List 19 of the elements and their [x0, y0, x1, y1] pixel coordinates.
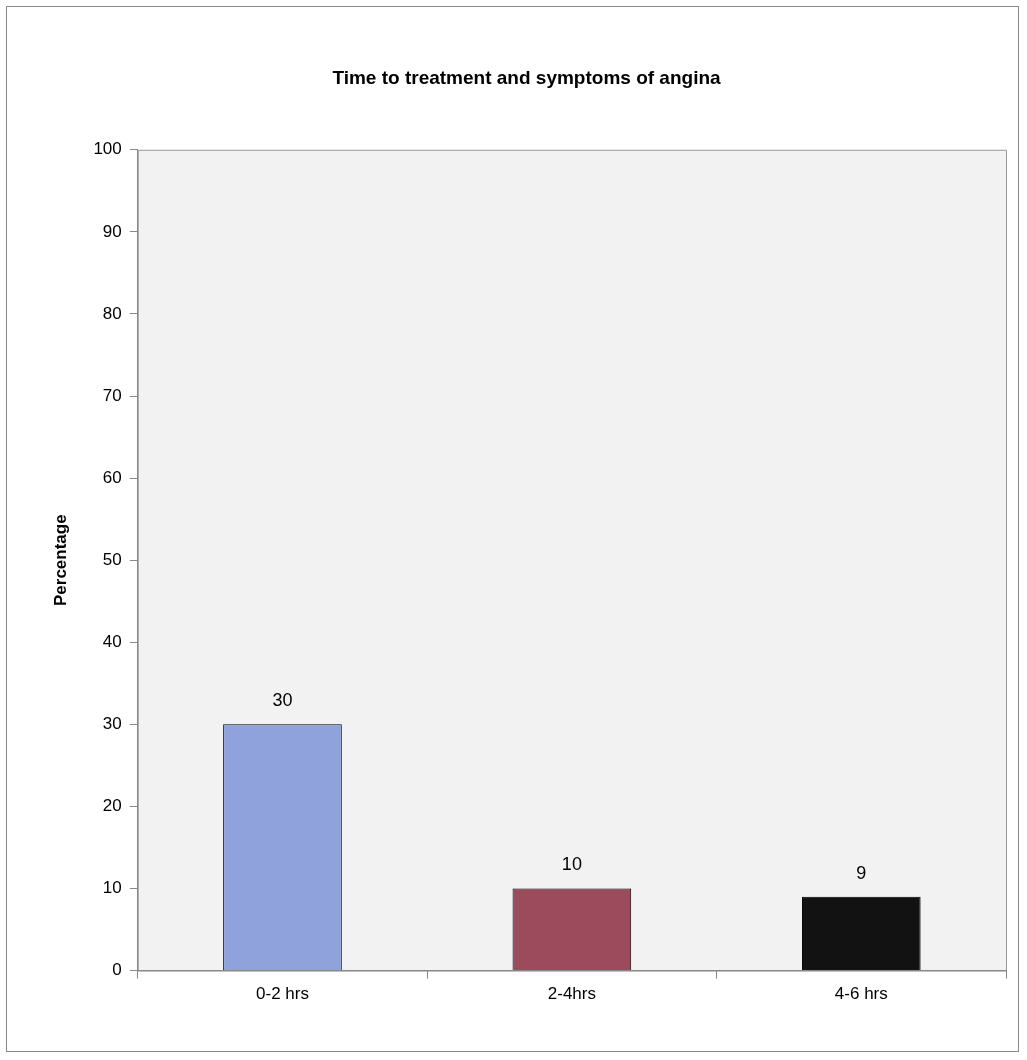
- y-tick-label: 100: [93, 139, 122, 159]
- y-tick-label: 50: [102, 549, 122, 569]
- y-tick-label: 10: [102, 878, 122, 898]
- y-tick-label: 30: [102, 714, 122, 734]
- y-axis-title: Percentage: [50, 514, 70, 607]
- x-tick-label: 4-6 hrs: [834, 984, 888, 1004]
- y-tick-label: 60: [102, 467, 122, 487]
- x-tick-label: 0-2 hrs: [256, 984, 309, 1004]
- y-tick-label: 80: [102, 303, 122, 323]
- chart-title: Time to treatment and symptoms of angina: [332, 66, 722, 88]
- data-label: 10: [561, 854, 582, 875]
- y-tick-label: 90: [102, 221, 122, 241]
- x-tick-label: 2-4hrs: [547, 984, 596, 1004]
- y-tick-label: 40: [102, 631, 122, 651]
- data-label: 9: [856, 862, 867, 883]
- data-label: 30: [272, 690, 293, 711]
- y-tick-label: 0: [112, 960, 122, 980]
- y-tick-label: 20: [102, 796, 122, 816]
- y-tick-label: 70: [102, 385, 122, 405]
